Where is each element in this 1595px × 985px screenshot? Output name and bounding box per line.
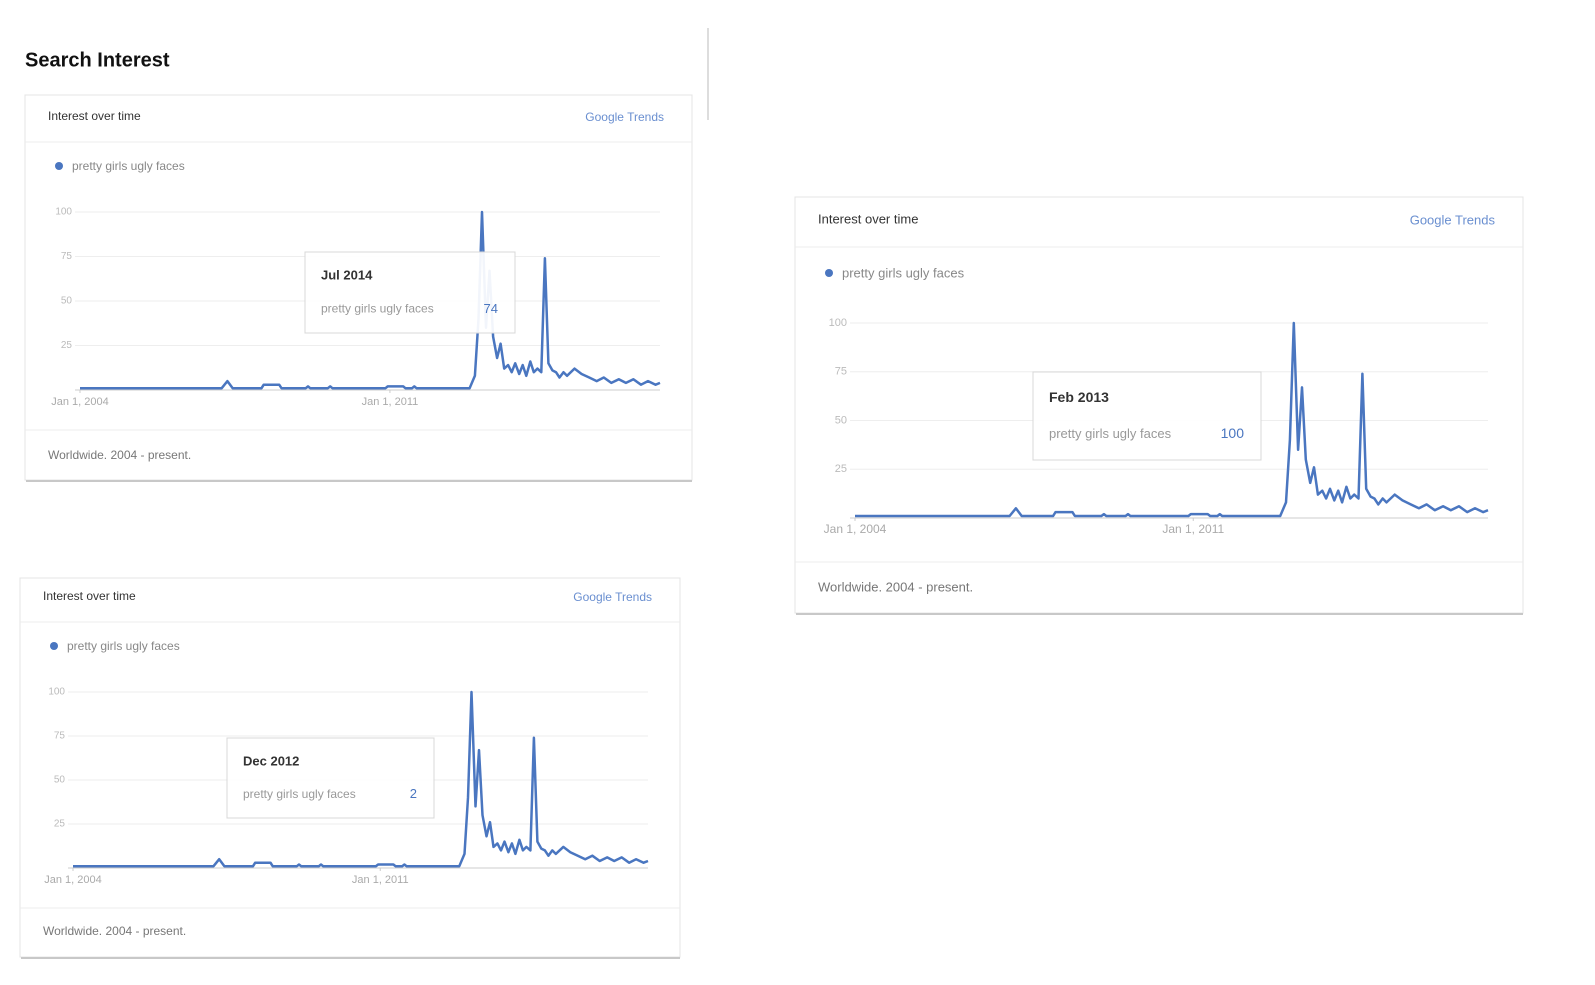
brand: Google Trends [573,590,652,604]
y-tick-label: 50 [54,775,66,786]
trend-line [855,321,1489,518]
x-tick-label: Jan 1, 2011 [362,396,419,408]
card-title: Interest over time [818,211,918,226]
tooltip-label: pretty girls ugly faces [1049,426,1172,441]
y-tick-label: 75 [54,731,66,742]
tooltip-value: 2 [410,786,417,801]
y-tick-label: 75 [835,366,847,378]
legend-label: pretty girls ugly faces [67,639,180,653]
legend-label: pretty girls ugly faces [72,159,185,173]
brand: Google Trends [1410,212,1496,227]
trend-line [73,690,649,868]
y-tick-label: 25 [61,340,73,351]
footer: Worldwide. 2004 - present. [43,924,186,938]
x-tick-label: Jan 1, 2004 [824,522,887,536]
y-tick-label: 100 [829,317,847,329]
page-title: Search Interest [25,49,170,71]
y-tick-label: 100 [48,687,65,698]
legend-dot [55,162,63,170]
tooltip-date: Dec 2012 [243,753,299,768]
footer: Worldwide. 2004 - present. [818,579,973,594]
y-tick-label: 50 [61,296,73,307]
tooltip [226,737,435,819]
x-tick-label: Jan 1, 2004 [51,396,109,408]
tooltip-label: pretty girls ugly faces [321,302,434,316]
tooltip-label: pretty girls ugly faces [243,787,356,801]
tooltip [304,251,516,334]
x-tick-label: Jan 1, 2011 [1162,522,1224,536]
tooltip-value: 74 [484,301,498,316]
footer: Worldwide. 2004 - present. [48,448,191,462]
y-tick-label: 75 [61,251,73,262]
tooltip [1032,371,1262,461]
y-tick-label: 50 [835,414,847,426]
brand: Google Trends [585,110,664,124]
tooltip-date: Feb 2013 [1049,389,1109,405]
card-title: Interest over time [43,589,136,603]
trend-line [80,210,661,390]
legend-dot [825,269,833,277]
y-tick-label: 25 [54,819,66,830]
y-tick-label: 100 [55,207,72,218]
tooltip-date: Jul 2014 [321,268,373,283]
legend-dot [50,642,58,650]
x-tick-label: Jan 1, 2011 [352,874,409,886]
x-tick-label: Jan 1, 2004 [44,874,102,886]
y-tick-label: 25 [835,463,847,475]
legend-label: pretty girls ugly faces [842,265,965,280]
tooltip-value: 100 [1221,425,1245,441]
card-title: Interest over time [48,109,141,123]
